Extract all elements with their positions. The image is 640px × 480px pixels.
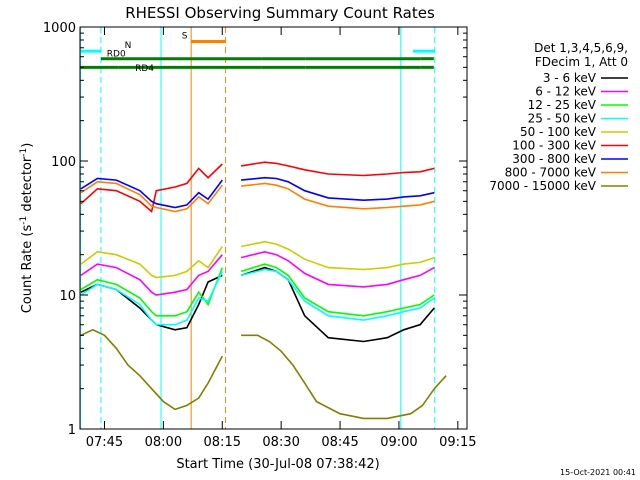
series-line-1 (80, 250, 435, 296)
y-axis-label-sup1: -1 (19, 216, 29, 225)
legend-label-3: 25 - 50 keV (528, 112, 597, 126)
y-axis-label-mid: detector (20, 156, 35, 216)
legend-label-5: 100 - 300 keV (512, 139, 596, 153)
flag-label-n: N (125, 41, 132, 51)
series-line-3 (80, 268, 435, 326)
legend-label-6: 300 - 800 keV (512, 152, 596, 166)
y-axis-label-prefix: Count Rate (s (20, 225, 35, 314)
y-axis-label-sup2: -1 (19, 148, 29, 157)
legend-title-line-1: Det 1,3,4,5,6,9, (534, 41, 628, 55)
y-tick-label-0: 1 (68, 423, 76, 438)
legend-label-8: 7000 - 15000 keV (489, 179, 596, 193)
legend-label-1: 6 - 12 keV (535, 85, 597, 99)
plot-frame (79, 26, 468, 430)
flag-label-s: S (182, 32, 188, 42)
x-axis: 07:45 08:00 08:15 08:30 08:45 09:00 09:15 (86, 27, 477, 450)
flag-label-rd0: RD0 (107, 50, 126, 60)
legend-label-2: 12 - 25 keV (528, 98, 597, 112)
series-line-6 (80, 176, 435, 209)
y-axis: 1 10 100 1000 (43, 21, 467, 438)
x-tick-label-1: 08:00 (145, 435, 182, 450)
series-line-7 (80, 180, 435, 213)
series-line-5 (80, 161, 435, 213)
series-line-2 (80, 263, 435, 317)
legend: Det 1,3,4,5,6,9, FDecim 1, Att 0 3 - 6 k… (489, 41, 628, 193)
chart-title: RHESSI Observing Summary Count Rates (125, 4, 435, 22)
series-line-4 (80, 240, 435, 279)
legend-title-line-2: FDecim 1, Att 0 (535, 55, 628, 69)
x-tick-label-3: 08:30 (262, 435, 299, 450)
series-line-8 (80, 328, 447, 420)
legend-label-7: 800 - 7000 keV (505, 166, 597, 180)
x-tick-label-0: 07:45 (86, 435, 123, 450)
y-axis-label-suffix: ) (20, 143, 35, 148)
legend-label-0: 3 - 6 keV (543, 71, 597, 85)
footer-timestamp: 15-Oct-2021 00:41 (560, 468, 636, 477)
x-tick-label-6: 09:15 (439, 435, 476, 450)
y-tick-label-1: 10 (59, 289, 76, 304)
y-tick-label-3: 1000 (43, 21, 76, 36)
legend-label-4: 50 - 100 keV (520, 125, 597, 139)
x-tick-label-4: 08:45 (321, 435, 358, 450)
x-tick-label-2: 08:15 (204, 435, 241, 450)
flag-label-rd4: RD4 (135, 64, 154, 74)
x-tick-label-5: 09:00 (380, 435, 417, 450)
y-tick-label-2: 100 (51, 155, 76, 170)
x-axis-label: Start Time (30-Jul-08 07:38:42) (176, 457, 379, 472)
y-axis-label: Count Rate (s-1 detector-1) (19, 143, 35, 314)
